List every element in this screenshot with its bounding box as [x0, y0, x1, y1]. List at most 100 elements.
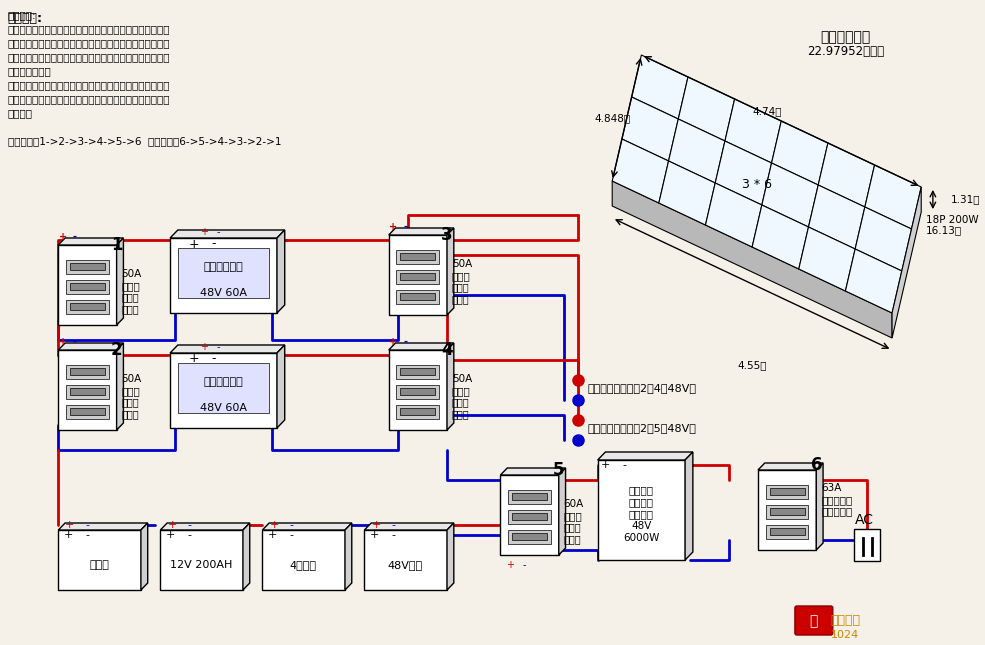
- Polygon shape: [141, 523, 148, 590]
- Polygon shape: [817, 463, 823, 550]
- Text: 开机顺序：1->2->3->4->5->6  关机顺序：6->5->4->3->2->1: 开机顺序：1->2->3->4->5->6 关机顺序：6->5->4->3->2…: [8, 136, 282, 146]
- Polygon shape: [277, 230, 285, 313]
- Polygon shape: [758, 463, 823, 470]
- Polygon shape: [397, 250, 439, 264]
- Text: -: -: [187, 520, 191, 530]
- Polygon shape: [389, 235, 447, 315]
- Polygon shape: [58, 238, 123, 245]
- Text: +: +: [189, 353, 200, 366]
- Polygon shape: [686, 452, 692, 560]
- Text: 北辰分享: 北辰分享: [830, 613, 861, 626]
- Text: 18P 200W: 18P 200W: [926, 215, 979, 225]
- Polygon shape: [447, 343, 454, 430]
- Polygon shape: [508, 490, 551, 504]
- Text: -: -: [392, 530, 396, 540]
- Text: +: +: [267, 530, 277, 540]
- Polygon shape: [345, 523, 352, 590]
- Text: +: +: [59, 232, 67, 242]
- Polygon shape: [170, 345, 285, 353]
- Text: 50A
断路器: 50A 断路器: [121, 374, 142, 396]
- Polygon shape: [70, 303, 105, 310]
- Text: 1.31米: 1.31米: [951, 195, 980, 204]
- Polygon shape: [400, 408, 435, 415]
- Polygon shape: [512, 493, 547, 500]
- Polygon shape: [771, 121, 828, 185]
- Polygon shape: [631, 55, 688, 119]
- Text: 48V: 48V: [631, 521, 651, 531]
- Polygon shape: [170, 353, 277, 428]
- Polygon shape: [512, 513, 547, 520]
- Text: 50A
断路器: 50A 断路器: [452, 374, 472, 396]
- Text: -: -: [217, 227, 221, 237]
- Polygon shape: [500, 468, 565, 475]
- Polygon shape: [397, 270, 439, 284]
- Text: -: -: [392, 520, 396, 530]
- Text: 22.97952平方米: 22.97952平方米: [807, 45, 884, 58]
- Text: -: -: [73, 337, 77, 347]
- Polygon shape: [66, 280, 108, 294]
- Text: -: -: [212, 237, 216, 250]
- Polygon shape: [613, 139, 669, 203]
- Text: 电池组: 电池组: [90, 560, 109, 570]
- Text: 4.55米: 4.55米: [738, 360, 767, 370]
- Text: 接线顺序:: 接线顺序:: [8, 12, 42, 25]
- Text: +: +: [200, 227, 208, 237]
- Text: +: +: [65, 520, 75, 530]
- Text: 太阳能输出一组（2串4并48V）: 太阳能输出一组（2串4并48V）: [588, 383, 697, 393]
- Polygon shape: [58, 245, 116, 325]
- Polygon shape: [705, 183, 761, 247]
- Polygon shape: [753, 205, 809, 269]
- Text: -: -: [623, 460, 626, 470]
- Text: -: -: [290, 530, 294, 540]
- Polygon shape: [397, 365, 439, 379]
- Text: （双进
双出）: （双进 双出）: [452, 283, 470, 304]
- Polygon shape: [598, 460, 686, 560]
- Text: -: -: [86, 530, 90, 540]
- Text: -: -: [290, 520, 294, 530]
- Polygon shape: [659, 161, 715, 225]
- Polygon shape: [397, 290, 439, 304]
- Text: 功率电池板情况、仔细辨认电池板正负极、切勿接反，否则: 功率电池板情况、仔细辨认电池板正负极、切勿接反，否则: [8, 52, 170, 62]
- Polygon shape: [447, 523, 454, 590]
- Polygon shape: [170, 238, 277, 313]
- Polygon shape: [400, 368, 435, 375]
- Text: 50A
断路器: 50A 断路器: [121, 269, 142, 291]
- Polygon shape: [70, 263, 105, 270]
- Polygon shape: [500, 475, 558, 555]
- Polygon shape: [364, 530, 447, 590]
- Polygon shape: [170, 230, 285, 238]
- Text: 负级端子: 负级端子: [8, 108, 33, 118]
- Text: 3 * 6: 3 * 6: [742, 177, 772, 190]
- Text: +: +: [200, 342, 208, 352]
- Polygon shape: [769, 508, 805, 515]
- Text: +: +: [189, 237, 200, 250]
- Text: 60A
断路器: 60A 断路器: [563, 499, 584, 521]
- Polygon shape: [622, 97, 679, 161]
- Text: +: +: [389, 222, 398, 232]
- Polygon shape: [758, 470, 817, 550]
- Polygon shape: [389, 228, 454, 235]
- Polygon shape: [66, 385, 108, 399]
- Text: 太阳能逆: 太阳能逆: [628, 485, 654, 495]
- Text: 太阳能控制器: 太阳能控制器: [204, 377, 243, 387]
- Text: +: +: [167, 520, 176, 530]
- Text: 而逆变器、电机类负载切勿接在负载端，应接在蓄电池的正: 而逆变器、电机类负载切勿接在负载端，应接在蓄电池的正: [8, 94, 170, 104]
- Text: +: +: [59, 337, 67, 347]
- Text: 6: 6: [811, 456, 822, 474]
- Text: +: +: [371, 520, 381, 530]
- Polygon shape: [761, 163, 819, 227]
- Polygon shape: [116, 343, 123, 430]
- Polygon shape: [558, 468, 565, 555]
- Text: +: +: [269, 520, 279, 530]
- Polygon shape: [769, 488, 805, 495]
- Text: -: -: [403, 337, 407, 347]
- Polygon shape: [512, 533, 547, 540]
- Polygon shape: [400, 273, 435, 280]
- Polygon shape: [66, 260, 108, 274]
- Polygon shape: [400, 253, 435, 260]
- Text: -: -: [86, 520, 90, 530]
- Polygon shape: [845, 249, 902, 313]
- Polygon shape: [161, 523, 250, 530]
- Text: （二）再将电池板与控制器连接，同样正接正、负接负（大: （二）再将电池板与控制器连接，同样正接正、负接负（大: [8, 38, 170, 48]
- Text: +: +: [389, 337, 398, 347]
